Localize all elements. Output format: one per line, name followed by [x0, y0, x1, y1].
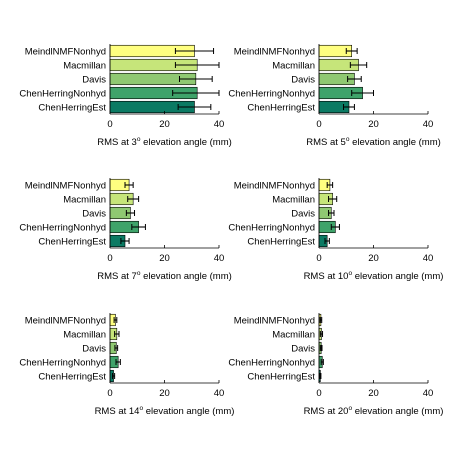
x-axis-label-degree: o: [139, 405, 143, 412]
x-tick-label: 0: [107, 388, 112, 399]
category-label: ChenHerringEst: [38, 236, 106, 247]
chart-panel-3: MeindlNMFNonhyd Macmillan Davis ChenHerring…: [19, 178, 232, 282]
category-label: Macmillan: [272, 194, 315, 205]
chart-panel-2: MeindlNMFNonhyd Macmillan Davis ChenHerring…: [228, 44, 441, 148]
x-axis-label-unit: elevation angle (mm): [349, 137, 440, 148]
x-axis-label: RMS at 20o elevation angle (mm): [304, 405, 444, 417]
chart-panel-1: MeindlNMFNonhyd Macmillan Davis ChenHerring…: [19, 44, 232, 148]
category-label: ChenHerringNonhyd: [228, 88, 315, 99]
x-axis-label: RMS at 3o elevation angle (mm): [97, 136, 232, 148]
x-axis-label-unit: elevation angle (mm): [352, 271, 443, 282]
category-label: Macmillan: [63, 329, 106, 340]
x-axis-label-degree: o: [348, 270, 352, 277]
x-axis-label-degree: o: [348, 405, 352, 412]
category-label: Davis: [291, 208, 315, 219]
x-tick-label: 40: [214, 253, 225, 264]
x-axis-label-main: RMS at 3: [97, 137, 137, 148]
x-axis-label-degree: o: [137, 136, 141, 143]
x-axis-label: RMS at 7o elevation angle (mm): [97, 270, 232, 282]
category-label: MeindlNMFNonhyd: [25, 46, 106, 57]
x-axis-label: RMS at 14o elevation angle (mm): [95, 405, 235, 417]
category-label: Macmillan: [272, 329, 315, 340]
x-tick-label: 20: [159, 253, 170, 264]
x-axis-label-unit: elevation angle (mm): [140, 271, 231, 282]
x-axis-label-main: RMS at 10: [304, 271, 349, 282]
x-tick-label: 20: [368, 119, 379, 130]
x-axis-label-degree: o: [346, 136, 350, 143]
category-label: ChenHerringEst: [247, 236, 315, 247]
x-axis-label-main: RMS at 7: [97, 271, 137, 282]
x-axis-label-degree: o: [137, 270, 141, 277]
x-tick-label: 0: [107, 119, 112, 130]
category-label: Davis: [291, 74, 315, 85]
category-label: ChenHerringNonhyd: [19, 88, 106, 99]
category-label: ChenHerringEst: [38, 371, 106, 382]
x-tick-label: 0: [316, 388, 321, 399]
category-label: Macmillan: [63, 194, 106, 205]
x-axis-label-unit: elevation angle (mm): [143, 406, 234, 417]
x-tick-label: 40: [423, 119, 434, 130]
category-label: Davis: [82, 74, 106, 85]
category-label: MeindlNMFNonhyd: [234, 46, 315, 57]
x-axis-label-main: RMS at 5: [306, 137, 346, 148]
category-label: MeindlNMFNonhyd: [234, 180, 315, 191]
x-tick-label: 20: [159, 388, 170, 399]
category-label: Davis: [82, 343, 106, 354]
x-tick-label: 40: [214, 388, 225, 399]
x-tick-label: 40: [214, 119, 225, 130]
chart-panel-6: MeindlNMFNonhyd Macmillan Davis ChenHerring…: [228, 313, 443, 417]
x-tick-label: 20: [159, 119, 170, 130]
x-axis-label-unit: elevation angle (mm): [352, 406, 443, 417]
x-axis-label: RMS at 10o elevation angle (mm): [304, 270, 444, 282]
category-label: ChenHerringNonhyd: [228, 357, 315, 368]
x-tick-label: 0: [316, 119, 321, 130]
category-label: MeindlNMFNonhyd: [234, 315, 315, 326]
x-tick-label: 20: [368, 253, 379, 264]
x-tick-label: 40: [423, 388, 434, 399]
category-label: Macmillan: [272, 60, 315, 71]
category-label: ChenHerringEst: [247, 102, 315, 113]
category-label: MeindlNMFNonhyd: [25, 315, 106, 326]
x-axis-label-unit: elevation angle (mm): [140, 137, 231, 148]
x-axis-label: RMS at 5o elevation angle (mm): [306, 136, 441, 148]
category-label: Davis: [82, 208, 106, 219]
category-label: ChenHerringEst: [38, 102, 106, 113]
category-label: ChenHerringNonhyd: [19, 222, 106, 233]
chart-panel-4: MeindlNMFNonhyd Macmillan Davis ChenHerring…: [228, 178, 443, 282]
x-tick-label: 40: [423, 253, 434, 264]
category-label: MeindlNMFNonhyd: [25, 180, 106, 191]
category-label: Davis: [291, 343, 315, 354]
category-label: ChenHerringNonhyd: [19, 357, 106, 368]
category-label: ChenHerringEst: [247, 371, 315, 382]
x-axis-label-main: RMS at 14: [95, 406, 140, 417]
x-axis-label-main: RMS at 20: [304, 406, 349, 417]
x-tick-label: 20: [368, 388, 379, 399]
chart-panel-5: MeindlNMFNonhyd Macmillan Davis ChenHerring…: [19, 313, 234, 417]
category-label: ChenHerringNonhyd: [228, 222, 315, 233]
x-tick-label: 0: [316, 253, 321, 264]
x-tick-label: 0: [107, 253, 112, 264]
category-label: Macmillan: [63, 60, 106, 71]
